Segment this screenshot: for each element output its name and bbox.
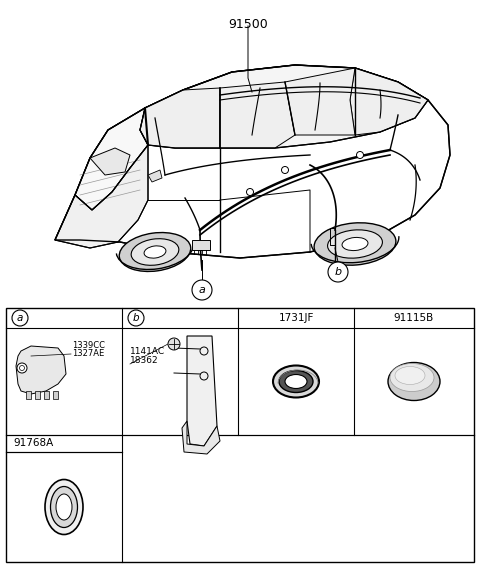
Ellipse shape: [279, 371, 313, 392]
Ellipse shape: [45, 479, 83, 534]
Ellipse shape: [388, 362, 440, 401]
Bar: [26, 391, 31, 399]
Text: 1141AC: 1141AC: [130, 347, 165, 356]
Polygon shape: [220, 82, 295, 148]
Ellipse shape: [342, 237, 368, 251]
Text: 91115B: 91115B: [394, 313, 434, 323]
Ellipse shape: [273, 366, 319, 397]
Ellipse shape: [50, 487, 77, 528]
Ellipse shape: [327, 230, 383, 258]
Ellipse shape: [390, 363, 434, 392]
Bar: [53, 391, 58, 399]
Polygon shape: [16, 346, 66, 394]
Circle shape: [328, 262, 348, 282]
Polygon shape: [75, 108, 148, 210]
Text: a: a: [199, 285, 205, 295]
Polygon shape: [90, 148, 130, 175]
Text: b: b: [132, 313, 139, 323]
Circle shape: [168, 338, 180, 350]
Ellipse shape: [285, 375, 307, 388]
Bar: [192, 240, 210, 250]
Text: a: a: [17, 313, 23, 323]
Text: 18362: 18362: [130, 356, 158, 365]
Polygon shape: [140, 88, 220, 148]
Polygon shape: [55, 145, 148, 248]
Ellipse shape: [144, 246, 166, 258]
Ellipse shape: [395, 367, 425, 384]
Ellipse shape: [314, 223, 396, 265]
Circle shape: [281, 166, 288, 174]
Polygon shape: [55, 65, 450, 258]
Polygon shape: [285, 68, 355, 135]
Bar: [6, 308, 474, 562]
Polygon shape: [350, 68, 428, 135]
Ellipse shape: [119, 233, 191, 272]
Text: b: b: [335, 267, 342, 277]
Polygon shape: [182, 421, 220, 454]
Circle shape: [192, 280, 212, 300]
Text: 1327AE: 1327AE: [72, 349, 104, 358]
Bar: [44, 391, 49, 399]
Text: 91500: 91500: [228, 18, 268, 31]
Bar: [35, 391, 40, 399]
Polygon shape: [140, 65, 428, 148]
Polygon shape: [148, 170, 162, 182]
Text: 1339CC: 1339CC: [72, 341, 105, 350]
Circle shape: [247, 188, 253, 195]
Circle shape: [357, 152, 363, 158]
Text: 91768A: 91768A: [13, 439, 53, 448]
Text: 1731JF: 1731JF: [278, 313, 314, 323]
Ellipse shape: [56, 494, 72, 520]
Ellipse shape: [131, 239, 179, 265]
Polygon shape: [187, 336, 217, 446]
Circle shape: [17, 363, 27, 373]
